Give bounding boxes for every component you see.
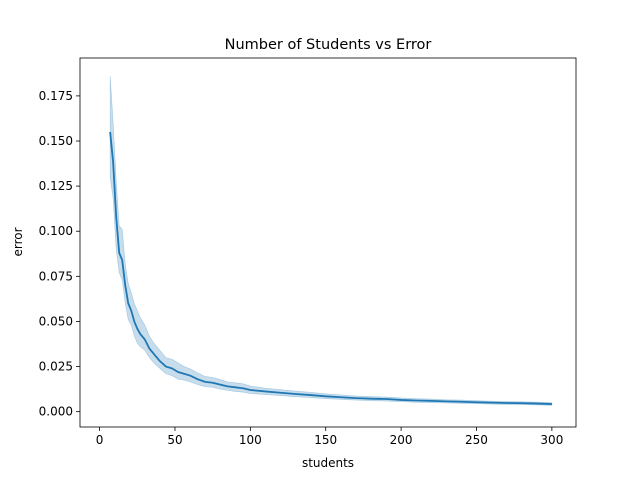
series-line-layer bbox=[109, 131, 552, 405]
y-tick-label: 0.100 bbox=[39, 224, 73, 238]
y-tick-label: 0.025 bbox=[39, 360, 73, 374]
y-tick-label: 0.175 bbox=[39, 89, 73, 103]
x-tick-label: 300 bbox=[540, 433, 563, 447]
y-axis-ticks: 0.000 0.025 0.050 0.075 0.100 0.125 0.150 0.175 bbox=[39, 89, 80, 419]
x-tick-label: 150 bbox=[314, 433, 337, 447]
x-tick-label: 50 bbox=[167, 433, 182, 447]
series-line bbox=[109, 131, 552, 405]
y-tick-label: 0.075 bbox=[39, 269, 73, 283]
x-tick-label: 0 bbox=[96, 433, 104, 447]
confidence-band-layer bbox=[109, 76, 553, 406]
y-tick-label: 0.125 bbox=[39, 179, 73, 193]
x-axis-ticks: 0 50 100 150 200 250 300 bbox=[96, 427, 563, 447]
y-tick-label: 0.050 bbox=[39, 314, 73, 328]
x-axis-label: students bbox=[302, 456, 354, 470]
y-tick-label: 0.150 bbox=[39, 134, 73, 148]
x-tick-label: 200 bbox=[390, 433, 413, 447]
chart-title: Number of Students vs Error bbox=[225, 37, 432, 53]
y-tick-label: 0.000 bbox=[39, 405, 73, 419]
y-axis-label: error bbox=[11, 227, 25, 256]
confidence-band bbox=[109, 76, 553, 406]
x-tick-label: 250 bbox=[465, 433, 488, 447]
x-tick-label: 100 bbox=[239, 433, 262, 447]
axes-frame bbox=[79, 57, 577, 428]
